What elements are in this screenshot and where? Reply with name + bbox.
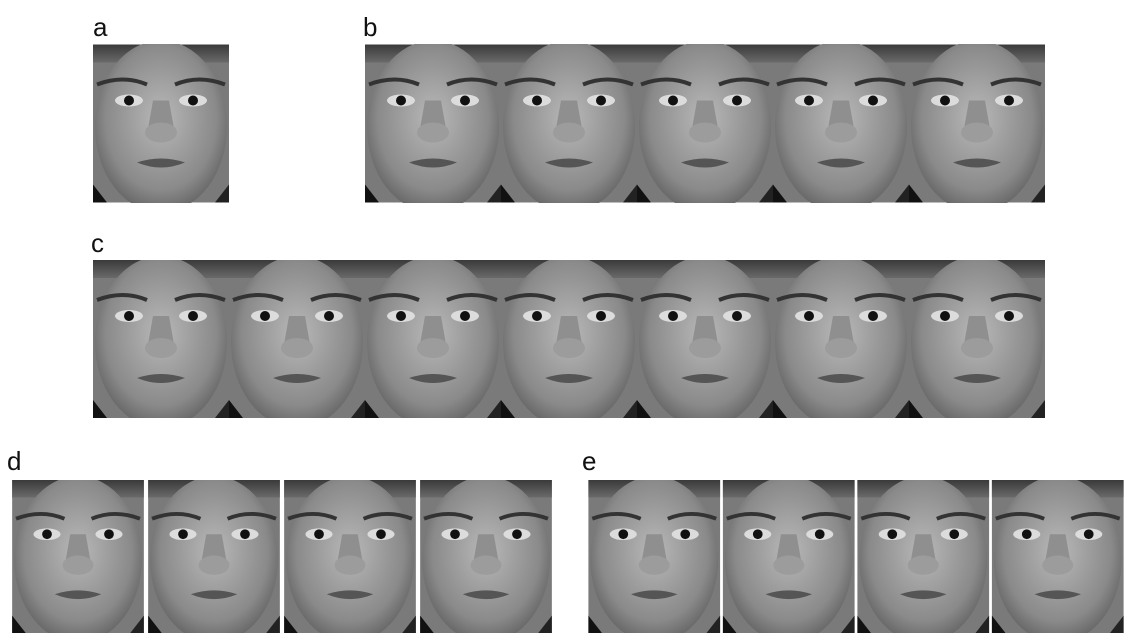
face-image — [857, 476, 989, 633]
panel-label: b — [363, 12, 377, 42]
face-image — [773, 41, 909, 213]
panel-label: d — [7, 446, 21, 476]
face-image — [12, 476, 144, 633]
face-image — [229, 256, 365, 428]
face-image — [93, 41, 229, 213]
face-image — [420, 476, 552, 633]
panel-label: a — [93, 12, 108, 42]
face-image — [909, 41, 1045, 213]
panel-label: e — [582, 446, 596, 476]
face-image — [501, 256, 637, 428]
face-image — [637, 256, 773, 428]
face-image — [93, 256, 229, 428]
face-image — [365, 41, 501, 213]
figure: a b c d e — [0, 0, 1126, 633]
face-image — [773, 256, 909, 428]
face-image — [909, 256, 1045, 428]
face-image — [992, 476, 1124, 633]
face-image — [365, 256, 501, 428]
panel-label: c — [91, 228, 104, 258]
face-image — [588, 476, 720, 633]
face-image — [723, 476, 855, 633]
face-image — [501, 41, 637, 213]
face-image — [284, 476, 416, 633]
face-image — [148, 476, 280, 633]
face-image — [637, 41, 773, 213]
